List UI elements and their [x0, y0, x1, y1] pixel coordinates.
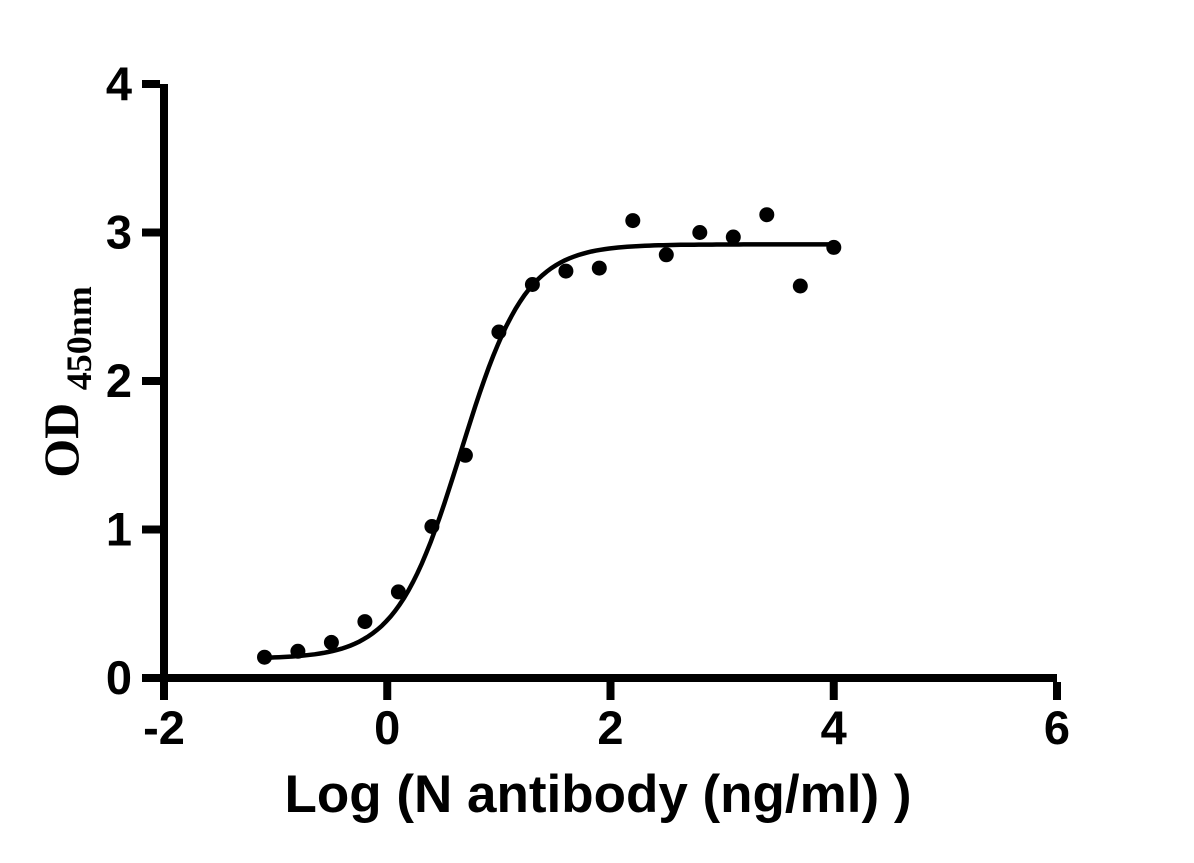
data-point	[524, 277, 540, 292]
y-tick-label: 0	[106, 651, 132, 704]
data-point	[725, 229, 741, 245]
y-tick-label: 3	[106, 206, 132, 259]
fit-curve-layer	[258, 242, 840, 661]
x-tick-label: 0	[374, 701, 400, 754]
data-point	[625, 213, 641, 229]
data-point	[457, 447, 473, 463]
axis-lines	[160, 84, 1057, 682]
data-point	[826, 239, 842, 255]
data-point	[759, 207, 775, 223]
data-point	[792, 278, 808, 294]
x-tick-label: 6	[1044, 701, 1070, 754]
data-point	[692, 225, 708, 240]
x-tick-label: 4	[821, 701, 847, 754]
data-point	[257, 649, 272, 665]
data-point	[357, 614, 373, 630]
data-point	[290, 643, 306, 659]
data-point	[558, 263, 574, 279]
data-point	[591, 260, 607, 276]
data-points-layer	[257, 207, 842, 665]
data-point	[658, 247, 674, 263]
y-tick-label: 2	[106, 354, 132, 407]
axes-layer	[160, 84, 1057, 682]
y-axis-title-main: OD	[33, 403, 89, 478]
x-tick-label: 2	[597, 701, 623, 754]
x-axis-title: Log (N antibody (ng/ml) )	[284, 765, 911, 824]
x-tick-label: -2	[143, 701, 185, 754]
y-tick-label: 1	[106, 503, 132, 556]
data-point	[491, 324, 507, 340]
fit-curve-path	[258, 242, 840, 661]
y-tick-label: 4	[106, 57, 132, 110]
y-axis-title: OD 450nm	[33, 286, 99, 478]
data-point	[424, 519, 440, 534]
y-axis-title-subscript: 450nm	[59, 286, 99, 390]
tick-marks-layer	[142, 80, 1061, 700]
data-point	[323, 634, 339, 650]
data-point	[390, 584, 406, 600]
